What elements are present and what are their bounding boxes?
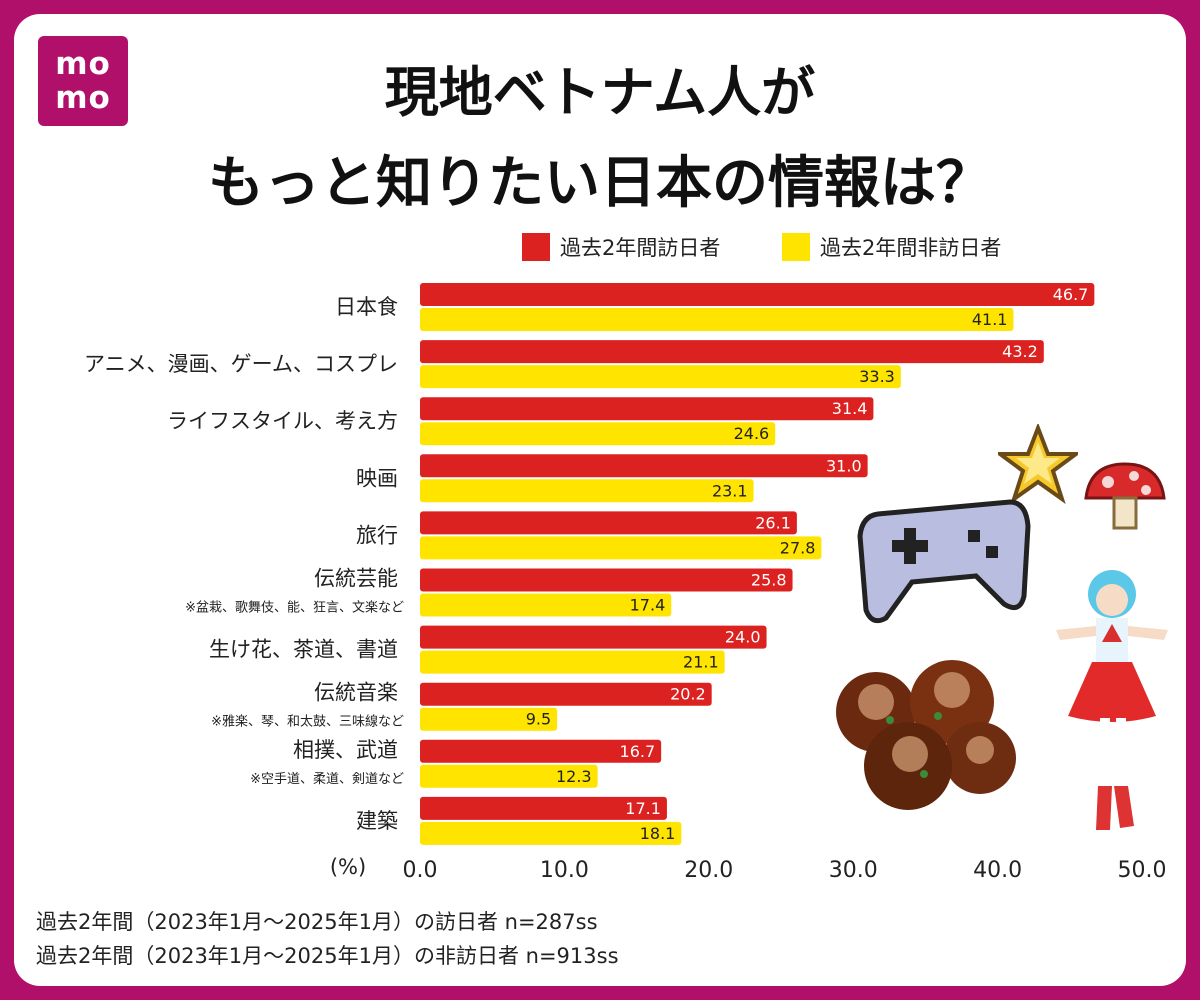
bar-value-label: 12.3 bbox=[556, 767, 592, 786]
bar-value-label: 31.0 bbox=[826, 456, 862, 475]
pixel-mushroom-icon bbox=[1084, 462, 1166, 530]
pixel-gamepad-icon bbox=[857, 499, 1031, 624]
bar-not-visited bbox=[420, 422, 776, 446]
category-note: ※盆栽、歌舞伎、能、狂言、文楽など bbox=[185, 600, 404, 616]
bar-value-label: 25.8 bbox=[751, 571, 787, 590]
bar-value-label: 23.1 bbox=[712, 481, 748, 500]
category-note: ※空手道、柔道、剣道など bbox=[250, 772, 404, 787]
bar-value-label: 24.6 bbox=[734, 424, 770, 443]
category-label: 建築 bbox=[356, 809, 398, 833]
logo-line-1: mo bbox=[55, 46, 111, 82]
legend-swatch-visited bbox=[522, 233, 550, 261]
title-line-1: 現地ベトナム人が bbox=[384, 61, 816, 124]
bar-value-label: 16.7 bbox=[620, 742, 656, 761]
bar-value-label: 31.4 bbox=[832, 399, 868, 418]
bar-visited bbox=[420, 397, 874, 421]
bar-value-label: 43.2 bbox=[1002, 342, 1038, 361]
category-label: 伝統音楽 bbox=[314, 681, 398, 705]
sample-note-not-visited: 過去2年間（2023年1月〜2025年1月）の非訪日者 n=913ss bbox=[36, 944, 619, 968]
bar-value-label: 18.1 bbox=[640, 824, 676, 843]
bar-value-label: 26.1 bbox=[755, 513, 791, 532]
legend-label-not-visited: 過去2年間非訪日者 bbox=[820, 236, 1002, 260]
bar-value-label: 21.1 bbox=[683, 653, 719, 672]
x-tick-label: 0.0 bbox=[403, 858, 438, 883]
bar-value-label: 33.3 bbox=[859, 367, 895, 386]
sample-note-visited: 過去2年間（2023年1月〜2025年1月）の訪日者 n=287ss bbox=[36, 910, 598, 934]
bar-value-label: 27.8 bbox=[780, 538, 816, 557]
bar-not-visited bbox=[420, 536, 822, 560]
bar-visited bbox=[420, 340, 1044, 364]
anime-girl-illustration bbox=[1056, 570, 1168, 830]
logo-line-2: mo bbox=[55, 80, 111, 116]
bar-not-visited bbox=[420, 764, 598, 788]
pixel-star-icon bbox=[998, 424, 1078, 504]
bar-visited bbox=[420, 283, 1095, 306]
momo-logo: mo mo bbox=[38, 36, 128, 126]
x-tick-label: 30.0 bbox=[829, 858, 878, 883]
bar-value-label: 17.4 bbox=[630, 596, 666, 615]
category-label: ライフスタイル、考え方 bbox=[167, 409, 398, 433]
bar-visited bbox=[420, 739, 662, 763]
category-label: アニメ、漫画、ゲーム、コスプレ bbox=[84, 352, 398, 376]
x-tick-label: 20.0 bbox=[684, 858, 733, 883]
x-axis-unit-label: (%) bbox=[330, 855, 366, 879]
bar-not-visited bbox=[420, 650, 725, 674]
bar-visited bbox=[420, 796, 667, 820]
legend-swatch-not-visited bbox=[782, 233, 810, 261]
legend-label-visited: 過去2年間訪日者 bbox=[560, 236, 721, 260]
bar-not-visited bbox=[420, 365, 901, 389]
category-label: 伝統芸能 bbox=[314, 567, 398, 591]
bar-visited bbox=[420, 511, 797, 535]
bar-visited bbox=[420, 625, 767, 649]
category-label: 映画 bbox=[356, 466, 398, 490]
category-label: 相撲、武道 bbox=[293, 738, 398, 762]
bar-not-visited bbox=[420, 479, 754, 503]
category-label: 日本食 bbox=[335, 295, 398, 319]
bar-value-label: 9.5 bbox=[526, 710, 551, 729]
title-line-2: もっと知りたい日本の情報は？ bbox=[208, 151, 992, 216]
bar-value-label: 24.0 bbox=[725, 628, 761, 647]
bar-not-visited bbox=[420, 593, 672, 617]
legend-not-visited: 過去2年間非訪日者 bbox=[782, 232, 1001, 262]
category-label: 生け花、茶道、書道 bbox=[209, 638, 398, 662]
bar-visited bbox=[420, 682, 712, 706]
bar-value-label: 46.7 bbox=[1053, 285, 1089, 304]
bar-not-visited bbox=[420, 308, 1014, 331]
bar-visited bbox=[420, 454, 868, 478]
x-tick-label: 10.0 bbox=[540, 858, 589, 883]
x-tick-label: 40.0 bbox=[973, 858, 1022, 883]
bar-visited bbox=[420, 568, 793, 592]
bar-value-label: 20.2 bbox=[670, 685, 706, 704]
category-note: ※雅楽、琴、和太鼓、三味線など bbox=[211, 714, 404, 730]
bar-value-label: 41.1 bbox=[972, 310, 1008, 329]
legend-visited: 過去2年間訪日者 bbox=[522, 232, 720, 262]
bar-not-visited bbox=[420, 707, 558, 731]
category-label: 旅行 bbox=[356, 523, 398, 547]
takoyaki-illustration bbox=[836, 660, 1016, 810]
bar-not-visited bbox=[420, 821, 682, 845]
bar-value-label: 17.1 bbox=[625, 799, 661, 818]
x-tick-label: 50.0 bbox=[1118, 858, 1167, 883]
